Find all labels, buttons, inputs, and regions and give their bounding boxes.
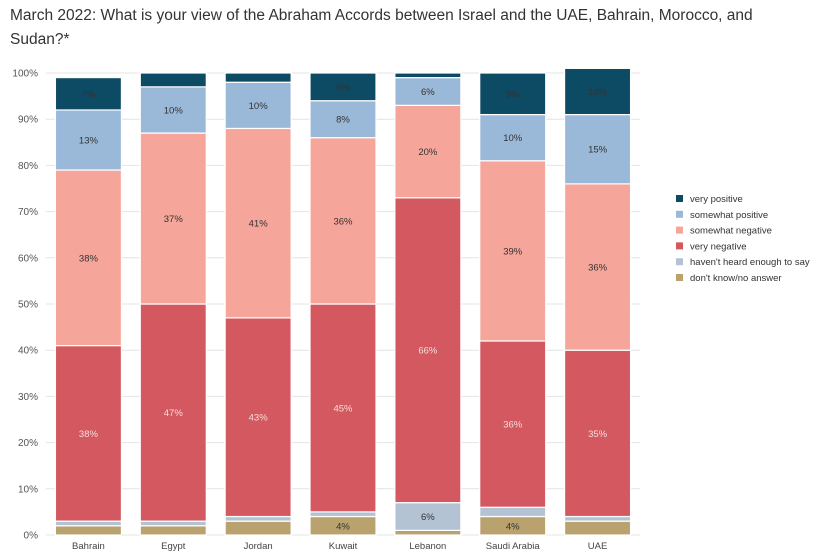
y-tick-label: 100% — [12, 69, 38, 80]
data-label: 20% — [418, 147, 438, 158]
bar-segment-don-t-know-no-answer — [140, 526, 206, 535]
legend-label: very negative — [690, 241, 747, 252]
data-label: 36% — [503, 420, 523, 431]
data-label: 38% — [79, 429, 99, 440]
data-label: 36% — [588, 263, 608, 274]
legend-label: don't know/no answer — [690, 273, 782, 284]
x-category-label: Egypt — [161, 541, 186, 552]
legend-swatch — [676, 258, 683, 265]
y-tick-label: 40% — [18, 346, 38, 357]
data-label: 6% — [421, 512, 435, 523]
legend-swatch — [676, 195, 683, 202]
data-label: 45% — [333, 403, 353, 414]
data-label: 47% — [164, 408, 184, 419]
data-label: 10% — [249, 101, 269, 112]
y-axis: 0% 10% 20% 30% 40% 50% 60% 70% 80% 90% 100% — [12, 69, 38, 542]
x-category-label: Saudi Arabia — [486, 541, 541, 552]
data-label: 7% — [82, 89, 96, 100]
x-category-label: Kuwait — [329, 541, 358, 552]
bar-segment-haven-t-heard-enough-to-say — [55, 521, 121, 526]
bar-segment-haven-t-heard-enough-to-say — [480, 507, 546, 516]
legend-label: very positive — [690, 194, 743, 205]
y-tick-label: 60% — [18, 253, 38, 264]
y-tick-label: 50% — [18, 300, 38, 311]
data-label: 39% — [503, 246, 523, 257]
y-tick-label: 80% — [18, 161, 38, 172]
legend-swatch — [676, 274, 683, 281]
x-axis: Bahrain Egypt Jordan Kuwait Lebanon Saudi Ara… — [72, 541, 607, 552]
bar-segment-very-positive — [140, 73, 206, 87]
y-tick-label: 10% — [18, 484, 38, 495]
data-label: 15% — [588, 145, 608, 156]
data-label: 66% — [418, 346, 438, 357]
y-tick-label: 20% — [18, 438, 38, 449]
y-tick-label: 30% — [18, 392, 38, 403]
bar-segment-very-positive — [225, 73, 291, 82]
x-category-label: Lebanon — [409, 541, 446, 552]
x-category-label: UAE — [588, 541, 608, 552]
data-label: 37% — [164, 214, 184, 225]
data-label: 6% — [336, 82, 350, 93]
data-label: 35% — [588, 429, 608, 440]
data-label: 8% — [336, 115, 350, 126]
legend-label: somewhat negative — [690, 226, 772, 237]
x-category-label: Jordan — [244, 541, 273, 552]
data-label: 4% — [506, 521, 520, 532]
data-label: 36% — [333, 216, 353, 227]
legend-label: haven't heard enough to say — [690, 257, 810, 268]
legend-swatch — [676, 242, 683, 249]
bar-segment-haven-t-heard-enough-to-say — [225, 517, 291, 522]
y-tick-label: 70% — [18, 207, 38, 218]
data-label: 6% — [421, 87, 435, 98]
legend-swatch — [676, 211, 683, 218]
bar-segment-don-t-know-no-answer — [395, 530, 461, 535]
data-label: 4% — [336, 521, 350, 532]
data-label: 13% — [79, 135, 99, 146]
data-label: 38% — [79, 253, 99, 264]
data-label: 10% — [588, 87, 608, 98]
bar-segment-don-t-know-no-answer — [565, 521, 631, 535]
bar-segment-don-t-know-no-answer — [225, 521, 291, 535]
y-tick-label: 0% — [24, 531, 39, 542]
x-category-label: Bahrain — [72, 541, 105, 552]
bar-segment-haven-t-heard-enough-to-say — [310, 512, 376, 517]
legend-swatch — [676, 227, 683, 234]
bar-segment-haven-t-heard-enough-to-say — [140, 521, 206, 526]
bar-segment-very-positive — [395, 73, 461, 78]
y-tick-label: 90% — [18, 115, 38, 126]
data-label: 10% — [503, 133, 523, 144]
data-label: 43% — [249, 413, 269, 424]
data-label: 10% — [164, 105, 184, 116]
bar-segment-haven-t-heard-enough-to-say — [565, 517, 631, 522]
bar-segment-don-t-know-no-answer — [55, 526, 121, 535]
data-label: 9% — [506, 89, 520, 100]
data-label: 41% — [249, 219, 269, 230]
legend: very positive somewhat positive somewhat n… — [676, 194, 810, 284]
legend-label: somewhat positive — [690, 210, 768, 221]
bars: 38% 38% 13% 7% 47% 37% 10% 43% 41% 10% 4% 45% 36% 8% 6… — [55, 68, 630, 535]
